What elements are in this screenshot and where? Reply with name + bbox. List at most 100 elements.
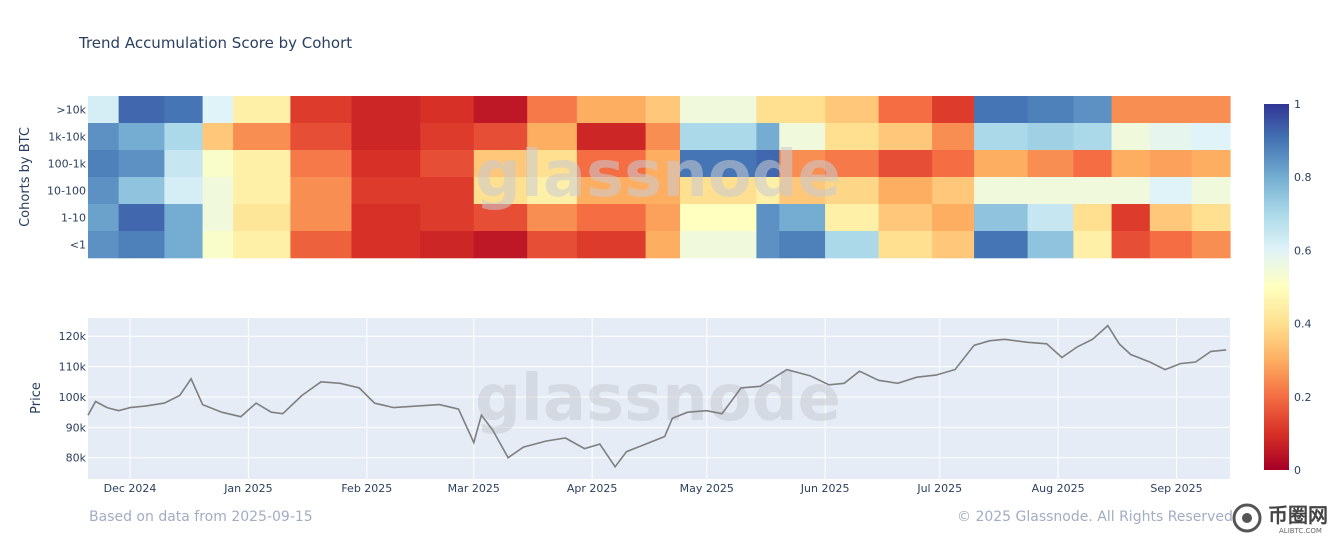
heatmap-cell bbox=[473, 96, 528, 124]
heatmap-row-labels: >10k 1k-10k 100-1k 10-100 1-10 <1 bbox=[47, 104, 87, 252]
price-gridlines bbox=[88, 318, 1230, 479]
heatmap-cell bbox=[1191, 204, 1231, 232]
heatmap-cell bbox=[290, 150, 353, 178]
heatmap-cell bbox=[1191, 231, 1231, 259]
heatmap-cell bbox=[164, 123, 204, 151]
heatmap-cell bbox=[118, 123, 165, 151]
heatmap-cell bbox=[756, 231, 780, 259]
watermark-price: glassnode bbox=[475, 362, 841, 436]
heatmap-cell bbox=[118, 150, 165, 178]
heatmap-cell bbox=[164, 231, 204, 259]
heatmap-cell bbox=[202, 123, 234, 151]
heatmap-cell bbox=[878, 204, 933, 232]
heatmap-cell bbox=[290, 177, 353, 205]
price-x-tick-label: Jan 2025 bbox=[223, 482, 272, 495]
heatmap-cell bbox=[756, 123, 780, 151]
price-y-tick-label: 80k bbox=[66, 452, 87, 465]
heatmap-cell bbox=[756, 204, 780, 232]
heatmap-cell bbox=[932, 204, 975, 232]
heatmap-cell bbox=[473, 177, 528, 205]
price-x-ticks: Dec 2024 Jan 2025 Feb 2025 Mar 2025 Apr 2025… bbox=[104, 482, 1203, 495]
heatmap-cell bbox=[1073, 204, 1113, 232]
heatmap-cell bbox=[825, 204, 880, 232]
price-x-tick-label: May 2025 bbox=[680, 482, 734, 495]
heatmap-cell bbox=[825, 231, 880, 259]
price-x-tick-label: Sep 2025 bbox=[1150, 482, 1202, 495]
heatmap-cell bbox=[88, 123, 120, 151]
heatmap-cell bbox=[1191, 150, 1231, 178]
heatmap-cell bbox=[576, 177, 647, 205]
heatmap-cell bbox=[1027, 231, 1074, 259]
heatmap-cell bbox=[290, 123, 353, 151]
heatmap-cell bbox=[645, 96, 681, 124]
heatmap-cell bbox=[420, 123, 475, 151]
heatmap-cell bbox=[756, 150, 780, 178]
site-logo-icon bbox=[1232, 503, 1262, 533]
price-x-tick-label: Mar 2025 bbox=[448, 482, 500, 495]
heatmap-cell bbox=[164, 204, 204, 232]
price-x-tick-label: Apr 2025 bbox=[567, 482, 618, 495]
heatmap-cell bbox=[351, 150, 421, 178]
heatmap-cell bbox=[779, 231, 826, 259]
heatmap-cell bbox=[779, 204, 826, 232]
heatmap-cell bbox=[645, 150, 681, 178]
heatmap-cell bbox=[420, 231, 475, 259]
heatmap-cell bbox=[420, 150, 475, 178]
heatmap-cell bbox=[527, 204, 578, 232]
heatmap-cell bbox=[202, 96, 234, 124]
heatmap-cell bbox=[1027, 123, 1074, 151]
heatmap-cell bbox=[233, 231, 291, 259]
heatmap-cell bbox=[473, 231, 528, 259]
price-line bbox=[87, 324, 1227, 469]
price-x-tick-label: Feb 2025 bbox=[341, 482, 392, 495]
heatmap-cell bbox=[473, 150, 528, 178]
heatmap-cell bbox=[756, 96, 780, 124]
heatmap-cell bbox=[878, 177, 933, 205]
heatmap-cell bbox=[1149, 204, 1193, 232]
price-y-tick-label: 120k bbox=[59, 330, 87, 343]
price-y-tick-label: 100k bbox=[59, 391, 87, 404]
heatmap-cell bbox=[290, 231, 353, 259]
heatmap-cell bbox=[527, 150, 578, 178]
heatmap-cell bbox=[1073, 231, 1113, 259]
price-x-tick-label: Jul 2025 bbox=[916, 482, 962, 495]
heatmap-cell bbox=[290, 204, 353, 232]
colorbar-tick-label: 0 bbox=[1294, 464, 1301, 477]
colorbar-tick-label: 0.4 bbox=[1294, 318, 1312, 331]
heatmap-cell bbox=[645, 123, 681, 151]
heatmap-cell bbox=[932, 96, 975, 124]
price-x-tick-label: Dec 2024 bbox=[104, 482, 157, 495]
heatmap-cell bbox=[576, 123, 647, 151]
heatmap-row-label: 10-100 bbox=[47, 185, 86, 198]
heatmap-cell bbox=[527, 177, 578, 205]
heatmap-y-axis-title: Cohorts by BTC bbox=[18, 127, 33, 227]
heatmap-cell bbox=[351, 231, 421, 259]
heatmap-cell bbox=[680, 96, 757, 124]
heatmap-cell bbox=[164, 96, 204, 124]
heatmap-cell bbox=[1111, 96, 1151, 124]
heatmap-cell bbox=[473, 204, 528, 232]
heatmap-cell bbox=[527, 123, 578, 151]
heatmap-cell bbox=[974, 231, 1029, 259]
heatmap-cell bbox=[576, 150, 647, 178]
heatmap-cell bbox=[88, 204, 120, 232]
price-panel-background bbox=[88, 318, 1230, 479]
heatmap-cell bbox=[1073, 123, 1113, 151]
heatmap-cell bbox=[756, 177, 780, 205]
heatmap-cell bbox=[932, 123, 975, 151]
heatmap-cell bbox=[88, 177, 120, 205]
heatmap-row-label: 1k-10k bbox=[48, 131, 86, 144]
heatmap-cell bbox=[878, 231, 933, 259]
heatmap-cell bbox=[576, 96, 647, 124]
heatmap-cell bbox=[118, 96, 165, 124]
heatmap-cell bbox=[825, 96, 880, 124]
heatmap-cell bbox=[645, 177, 681, 205]
heatmap-cell bbox=[1149, 123, 1193, 151]
colorbar-tick-label: 1 bbox=[1294, 98, 1301, 111]
heatmap-cell bbox=[527, 96, 578, 124]
heatmap-cell bbox=[118, 177, 165, 205]
heatmap-cell bbox=[1149, 96, 1193, 124]
heatmap-cell bbox=[420, 204, 475, 232]
heatmap-cell bbox=[1027, 150, 1074, 178]
